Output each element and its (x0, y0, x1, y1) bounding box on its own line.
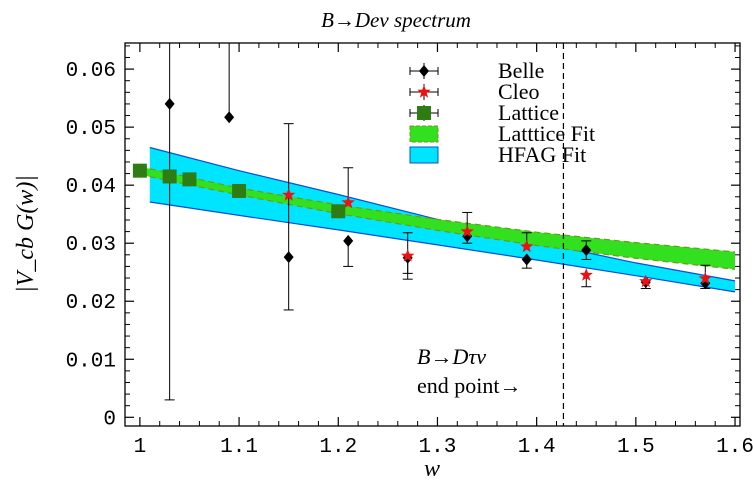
data-point-lattice (232, 183, 247, 198)
legend-item-cleo: Cleo (409, 79, 540, 104)
y-axis-label: |V_cb G(w)| (13, 175, 39, 293)
legend-swatch (409, 125, 439, 143)
x-tick-label: 1 (134, 436, 147, 459)
x-tick-label: 1.4 (518, 436, 556, 459)
series-cleo (282, 167, 712, 288)
data-point-belle (283, 251, 294, 264)
data-point-belle (164, 97, 175, 110)
annotation-line2: end point→ (417, 373, 522, 398)
legend-item-lattice: Lattice (409, 100, 559, 125)
y-tick-label: 0.02 (66, 292, 116, 315)
y-tick-label: 0.03 (66, 234, 116, 257)
x-tick-label: 1.6 (716, 436, 753, 459)
band-lower-edge-1 (149, 201, 736, 293)
data-point-belle (224, 111, 235, 124)
y-tick-label: 0.04 (66, 176, 116, 199)
legend-marker (419, 65, 429, 77)
data-point-lattice (162, 169, 177, 184)
data-point-cleo (282, 188, 296, 201)
y-tick-label: 0.05 (66, 118, 116, 141)
legend-marker (417, 106, 431, 120)
legend-label: Lattice (498, 100, 559, 125)
data-point-belle (521, 253, 532, 266)
legend-item-belle: Belle (409, 58, 544, 83)
x-axis-label: w (424, 456, 440, 482)
data-point-lattice (331, 204, 346, 219)
legend-label: Latttice Fit (498, 121, 595, 146)
data-point-cleo (579, 268, 593, 281)
data-point-cleo (698, 271, 712, 285)
x-tick-label: 1.2 (319, 436, 357, 459)
data-point-cleo (520, 239, 534, 253)
x-tick-label: 1.5 (617, 436, 655, 459)
band-fill-1 (149, 147, 736, 292)
y-tick-label: 0.06 (66, 60, 116, 83)
legend-label: Cleo (498, 79, 540, 104)
data-point-cleo (401, 249, 415, 262)
data-point-belle (343, 234, 354, 247)
annotation-line1: B→Dτν (417, 344, 486, 369)
plot-frame (124, 42, 741, 427)
annotation: B→Dτν end point→ (417, 344, 522, 398)
data-point-belle (581, 244, 592, 257)
y-tick-label: 0.01 (66, 350, 116, 373)
y-axis: 0 0.01 0.02 0.03 0.04 0.05 0.06 (66, 45, 740, 431)
plot-area (132, 43, 736, 426)
x-tick-label: 1.3 (419, 436, 457, 459)
legend-swatch (409, 146, 439, 164)
data-point-lattice (132, 163, 147, 178)
data-point-cleo (341, 195, 355, 209)
data-point-lattice (182, 172, 197, 187)
x-tick-label: 1.1 (220, 436, 258, 459)
legend-marker (417, 85, 431, 98)
chart-title: B→Deν spectrum (321, 8, 471, 32)
legend-label: Belle (498, 58, 544, 83)
data-point-cleo (460, 224, 474, 238)
data-point-cleo (639, 274, 653, 288)
legend-item-latttice-fit: Latttice Fit (409, 121, 595, 146)
series-lattice (132, 163, 346, 219)
y-tick-label: 0 (103, 408, 116, 431)
x-axis: 1 1.1 1.2 1.3 1.4 1.5 1.6 (134, 43, 753, 459)
legend-label: HFAG Fit (498, 142, 586, 167)
legend-item-hfag-fit: HFAG Fit (409, 142, 586, 167)
